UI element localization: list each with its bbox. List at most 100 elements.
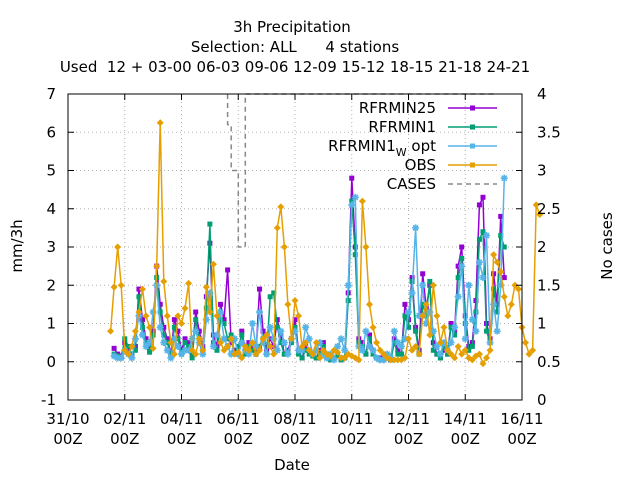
data-point xyxy=(266,342,274,350)
legend-entry: RFRMIN1 xyxy=(368,118,497,136)
data-point xyxy=(161,332,167,338)
data-point xyxy=(472,327,480,335)
data-point xyxy=(246,343,252,349)
data-point xyxy=(312,346,320,354)
data-point xyxy=(397,342,405,350)
data-point xyxy=(349,175,355,181)
data-point xyxy=(402,313,408,319)
data-point xyxy=(179,347,184,353)
data-point xyxy=(213,331,221,339)
data-point xyxy=(430,347,436,353)
data-point xyxy=(114,243,122,251)
data-point xyxy=(422,320,430,327)
data-point xyxy=(225,336,231,342)
data-point xyxy=(225,267,231,273)
legend-label: OBS xyxy=(405,156,436,174)
data-point xyxy=(273,224,281,232)
data-point xyxy=(391,336,397,342)
data-point xyxy=(171,324,177,330)
legend-label: RFRMIN1 xyxy=(368,118,436,136)
data-point xyxy=(221,317,227,323)
data-point xyxy=(451,323,459,331)
data-point xyxy=(401,335,409,343)
data-point xyxy=(288,340,294,346)
data-point xyxy=(249,347,255,353)
data-point xyxy=(110,283,118,291)
data-point xyxy=(306,351,312,357)
data-point xyxy=(209,260,217,268)
legend-entry: RFRMIN25 xyxy=(359,99,497,117)
data-point xyxy=(359,340,365,346)
data-point xyxy=(491,286,497,292)
data-point xyxy=(227,335,235,343)
data-point xyxy=(319,350,327,358)
y2-tick-label: 1 xyxy=(537,315,547,333)
data-point xyxy=(252,350,260,358)
data-point xyxy=(494,309,500,315)
data-point xyxy=(153,281,161,289)
data-point xyxy=(125,343,131,349)
data-point xyxy=(437,355,443,361)
data-point xyxy=(468,356,476,364)
data-point xyxy=(344,281,352,289)
data-point xyxy=(475,258,483,266)
data-point xyxy=(259,335,267,343)
y-tick-label: -1 xyxy=(41,391,56,409)
data-point xyxy=(291,327,299,335)
x-tick-label: 00Z xyxy=(280,430,309,448)
data-point xyxy=(284,300,292,308)
data-point xyxy=(245,350,253,358)
data-point xyxy=(355,356,363,364)
series-layer xyxy=(107,93,544,368)
legend-entry: OBS xyxy=(405,156,497,174)
data-point xyxy=(511,281,519,289)
data-point xyxy=(351,193,359,201)
y2-tick-label: 2 xyxy=(537,238,547,256)
x-tick-label: 04/11 xyxy=(160,410,203,428)
data-point xyxy=(128,342,136,350)
data-point xyxy=(178,350,185,358)
data-point xyxy=(441,347,447,353)
data-point xyxy=(451,354,459,362)
data-point xyxy=(448,321,454,326)
data-point xyxy=(239,332,245,338)
data-point xyxy=(380,356,388,364)
data-point xyxy=(175,328,181,334)
data-point xyxy=(259,339,267,347)
data-point xyxy=(358,197,366,205)
data-point xyxy=(455,263,461,269)
y-tick-label: 5 xyxy=(46,162,56,180)
data-point xyxy=(214,347,220,353)
data-point xyxy=(142,342,150,350)
data-point xyxy=(164,340,170,346)
data-point xyxy=(136,286,142,292)
data-point xyxy=(323,354,331,362)
chart-used-line: Used 12 + 03-00 06-03 09-06 12-09 15-12 … xyxy=(60,58,530,76)
axis-ticks: 31/10 00Z 02/11 00Z 04/11 00Z 06/11 00Z 08/11 00Z… xyxy=(41,85,561,448)
data-point xyxy=(349,198,355,204)
data-point xyxy=(192,327,200,335)
data-point xyxy=(193,317,199,323)
data-point xyxy=(498,213,504,219)
data-point xyxy=(278,340,284,346)
data-point xyxy=(401,354,409,362)
data-point xyxy=(498,233,504,239)
data-point xyxy=(260,328,266,334)
data-point xyxy=(241,342,249,350)
data-point xyxy=(242,351,248,357)
data-point xyxy=(458,262,466,270)
data-point xyxy=(327,357,333,363)
legend-label: CASES xyxy=(387,175,436,193)
data-point xyxy=(111,345,117,351)
legend-label: RFRMIN25 xyxy=(359,99,436,117)
data-point xyxy=(427,278,433,284)
data-point xyxy=(280,339,288,347)
data-point xyxy=(117,281,125,289)
data-point xyxy=(459,255,465,261)
data-point xyxy=(412,342,420,350)
data-point xyxy=(309,350,317,358)
data-point xyxy=(114,354,122,362)
data-point xyxy=(199,350,207,358)
data-point xyxy=(383,350,391,358)
